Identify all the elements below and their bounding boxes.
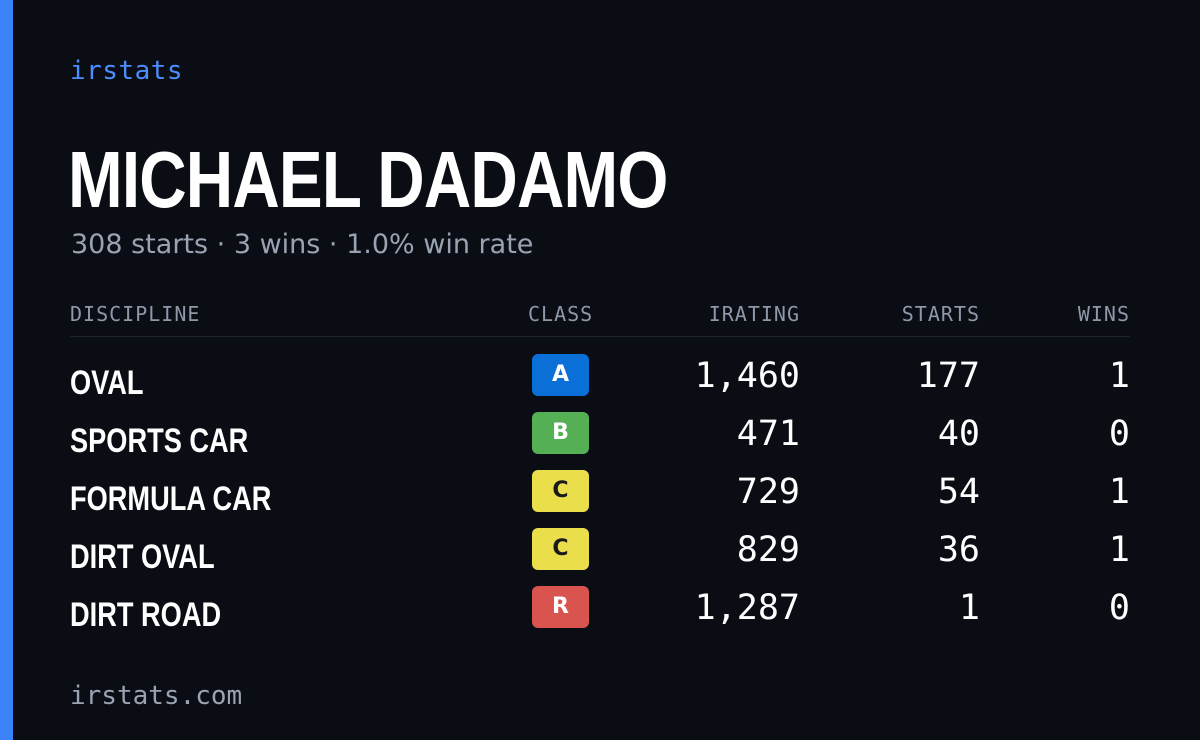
wins-value: 1	[1108, 530, 1130, 570]
wins-value: 0	[1108, 414, 1130, 454]
table-body: OVAL A 1,460 177 1 SPORTS CAR B 471 40 0…	[70, 354, 1130, 644]
header-class: CLASS	[528, 302, 594, 326]
class-badge: A	[532, 354, 589, 396]
driver-name: MICHAEL DADAMO	[68, 135, 668, 224]
table-row: FORMULA CAR C 729 54 1	[70, 470, 1130, 528]
class-badge: C	[532, 470, 589, 512]
discipline-label: DIRT ROAD	[70, 596, 222, 634]
discipline-label: OVAL	[70, 364, 144, 402]
irating-value: 1,460	[694, 356, 800, 396]
irating-value: 729	[736, 472, 800, 512]
footer-url: irstats.com	[70, 681, 243, 711]
table-row: OVAL A 1,460 177 1	[70, 354, 1130, 412]
wins-value: 1	[1108, 472, 1130, 512]
wins-value: 1	[1108, 356, 1130, 396]
starts-value: 1	[958, 588, 980, 628]
discipline-table: DISCIPLINE CLASS IRATING STARTS WINS OVA…	[70, 298, 1130, 644]
starts-value: 36	[937, 530, 980, 570]
irating-value: 829	[736, 530, 800, 570]
header-irating: IRATING	[708, 302, 800, 326]
discipline-label: SPORTS CAR	[70, 422, 249, 460]
header-wins: WINS	[1077, 302, 1130, 326]
table-row: DIRT ROAD R 1,287 1 0	[70, 586, 1130, 644]
class-badge: R	[532, 586, 589, 628]
brand-wordmark: irstats	[70, 56, 184, 86]
class-badge: B	[532, 412, 589, 454]
starts-value: 40	[937, 414, 980, 454]
header-starts: STARTS	[901, 302, 980, 326]
irating-value: 1,287	[694, 588, 800, 628]
table-row: SPORTS CAR B 471 40 0	[70, 412, 1130, 470]
header-discipline: DISCIPLINE	[70, 302, 201, 326]
accent-bar	[0, 0, 13, 740]
irating-value: 471	[736, 414, 800, 454]
discipline-label: DIRT OVAL	[70, 538, 215, 576]
driver-summary: 308 starts · 3 wins · 1.0% win rate	[71, 229, 534, 260]
wins-value: 0	[1108, 588, 1130, 628]
table-row: DIRT OVAL C 829 36 1	[70, 528, 1130, 586]
class-badge: C	[532, 528, 589, 570]
table-header: DISCIPLINE CLASS IRATING STARTS WINS	[70, 298, 1130, 337]
discipline-label: FORMULA CAR	[70, 480, 272, 518]
starts-value: 177	[916, 356, 980, 396]
starts-value: 54	[937, 472, 980, 512]
